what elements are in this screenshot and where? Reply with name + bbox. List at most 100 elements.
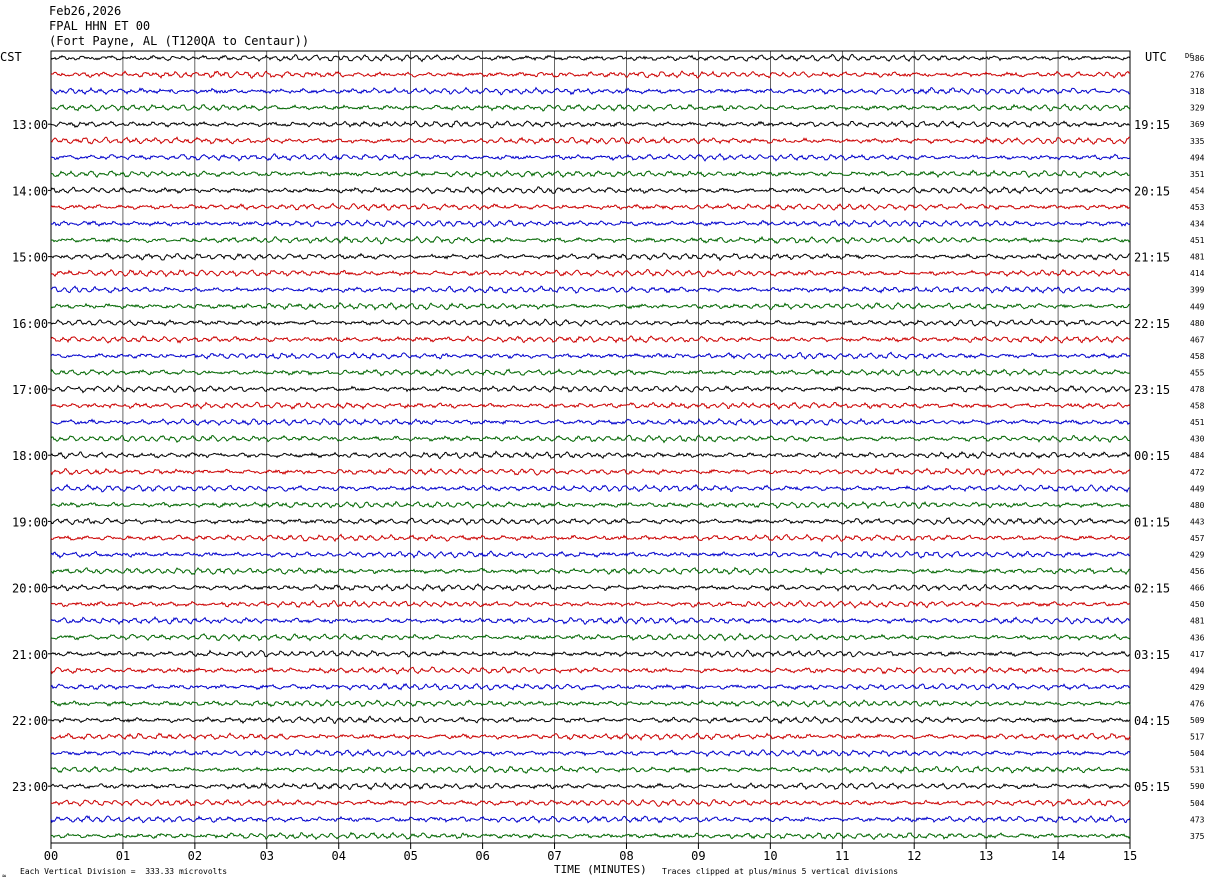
dc-value: 430 [1190, 435, 1205, 444]
cst-hour-label: 20:00 [12, 582, 48, 596]
cst-hour-label: 16:00 [12, 317, 48, 331]
dc-value: 451 [1190, 236, 1205, 245]
x-tick-label: 05 [403, 849, 417, 863]
dc-value: 434 [1190, 220, 1205, 229]
utc-hour-label: 00:15 [1134, 449, 1170, 463]
dc-value: 429 [1190, 551, 1205, 560]
trace-2 [50, 86, 1131, 96]
x-tick-label: 13 [979, 849, 993, 863]
dc-value: 318 [1190, 87, 1205, 96]
trace-19 [50, 368, 1131, 377]
trace-29 [50, 533, 1131, 543]
utc-hour-label: 05:15 [1134, 780, 1170, 794]
dc-value: 351 [1190, 170, 1205, 179]
dc-value: 453 [1190, 203, 1205, 212]
trace-42 [50, 748, 1131, 758]
x-tick-label: 15 [1123, 849, 1137, 863]
dc-value: 449 [1190, 302, 1205, 311]
trace-37 [50, 666, 1131, 675]
dc-value: 450 [1190, 600, 1205, 609]
dc-value: 590 [1190, 782, 1205, 791]
dc-value: 473 [1190, 815, 1205, 824]
trace-15 [50, 301, 1131, 311]
trace-35 [50, 632, 1131, 642]
trace-11 [50, 235, 1131, 245]
trace-36 [50, 649, 1131, 658]
trace-34 [50, 616, 1131, 625]
trace-10 [50, 219, 1131, 228]
x-tick-label: 10 [763, 849, 777, 863]
dc-value: 335 [1190, 137, 1205, 146]
clip-note: Traces clipped at plus/minus 5 vertical … [662, 867, 899, 876]
trace-25 [50, 467, 1131, 477]
trace-8 [50, 186, 1131, 195]
utc-hour-label: 21:15 [1134, 251, 1170, 265]
trace-43 [50, 765, 1131, 775]
cst-hour-label: 15:00 [12, 251, 48, 265]
location-label: (Fort Payne, AL (T120QA to Centaur)) [49, 34, 310, 48]
x-tick-label: 08 [619, 849, 633, 863]
trace-32 [50, 583, 1131, 593]
dc-value: 386 [1190, 54, 1205, 63]
cst-hour-label: 17:00 [12, 383, 48, 397]
dc-value: 480 [1190, 319, 1205, 328]
dc-value: 436 [1190, 633, 1205, 642]
x-tick-label: 14 [1051, 849, 1065, 863]
dc-value: 484 [1190, 451, 1205, 460]
trace-31 [50, 566, 1131, 576]
trace-13 [50, 268, 1131, 278]
x-tick-label: 11 [835, 849, 849, 863]
date-label: Feb26,2026 [49, 4, 122, 18]
x-tick-label: 12 [907, 849, 921, 863]
dc-value: 481 [1190, 253, 1205, 262]
dc-value: 449 [1190, 484, 1205, 493]
right-axis-label: UTC [1145, 50, 1167, 64]
dc-value: 457 [1190, 534, 1205, 543]
station-label: FPAL HHN ET 00 [49, 19, 151, 33]
scale-note: Each Vertical Division = 333.33 microvol… [20, 867, 228, 876]
x-axis-title: TIME (MINUTES) [554, 863, 647, 876]
cst-hour-label: 14:00 [12, 184, 48, 198]
trace-3 [50, 103, 1131, 112]
trace-14 [50, 285, 1131, 294]
trace-4 [50, 120, 1131, 129]
trace-27 [50, 500, 1131, 510]
dc-value: 494 [1190, 666, 1205, 675]
trace-5 [50, 136, 1131, 146]
dc-value: 531 [1190, 766, 1205, 775]
trace-47 [50, 831, 1131, 841]
x-tick-label: 04 [332, 849, 346, 863]
dc-value: 504 [1190, 749, 1205, 758]
dc-value: 329 [1190, 104, 1205, 113]
utc-hour-label: 19:15 [1134, 118, 1170, 132]
trace-0 [50, 53, 1131, 63]
dc-value: 509 [1190, 716, 1205, 725]
dc-value: 466 [1190, 584, 1205, 593]
utc-hour-label: 22:15 [1134, 317, 1170, 331]
cst-hour-label: 21:00 [12, 648, 48, 662]
dc-value: 458 [1190, 352, 1205, 361]
trace-6 [50, 153, 1131, 162]
corner-marker: ≈ [2, 872, 6, 880]
plot-frame [50, 50, 1131, 844]
trace-22 [50, 417, 1131, 427]
dc-value: 467 [1190, 335, 1205, 344]
x-tick-label: 03 [260, 849, 274, 863]
x-tick-label: 01 [116, 849, 130, 863]
trace-38 [50, 682, 1131, 691]
trace-41 [50, 732, 1131, 742]
dc-value: 458 [1190, 402, 1205, 411]
dc-value: 454 [1190, 186, 1205, 195]
trace-40 [50, 715, 1131, 725]
cst-hour-label: 19:00 [12, 515, 48, 529]
x-tick-label: 06 [475, 849, 489, 863]
utc-hour-label: 03:15 [1134, 648, 1170, 662]
trace-23 [50, 434, 1131, 444]
dc-value: 429 [1190, 683, 1205, 692]
trace-1 [50, 70, 1131, 79]
dc-value: 451 [1190, 418, 1205, 427]
dc-value: 369 [1190, 120, 1205, 129]
trace-44 [50, 782, 1131, 791]
trace-26 [50, 483, 1131, 493]
